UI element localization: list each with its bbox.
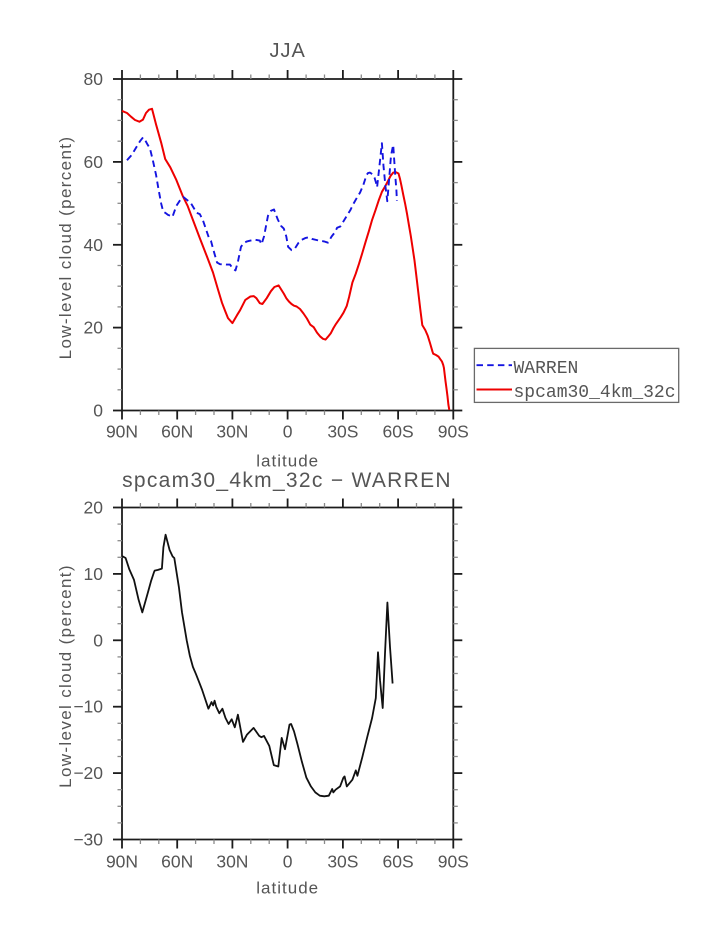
svg-text:10: 10 <box>84 564 104 584</box>
svg-text:WARREN: WARREN <box>514 359 579 379</box>
svg-text:60N: 60N <box>161 422 193 442</box>
svg-text:20: 20 <box>84 318 104 338</box>
svg-text:−10: −10 <box>73 697 103 717</box>
svg-text:−20: −20 <box>73 763 103 783</box>
svg-text:0: 0 <box>93 630 103 650</box>
svg-text:90S: 90S <box>438 852 469 872</box>
svg-text:40: 40 <box>84 235 104 255</box>
svg-text:60S: 60S <box>383 422 414 442</box>
svg-text:20: 20 <box>84 498 104 518</box>
svg-text:0: 0 <box>283 422 293 442</box>
svg-text:30S: 30S <box>327 852 358 872</box>
svg-text:90N: 90N <box>106 852 138 872</box>
svg-text:Low-level cloud (percent): Low-level cloud (percent) <box>56 136 75 360</box>
svg-text:80: 80 <box>84 69 104 89</box>
svg-text:30N: 30N <box>216 422 248 442</box>
svg-text:60: 60 <box>84 152 104 172</box>
svg-text:Low-level cloud (percent): Low-level cloud (percent) <box>56 564 75 788</box>
svg-text:spcam30_4km_32c − WARREN: spcam30_4km_32c − WARREN <box>122 469 452 492</box>
svg-text:0: 0 <box>283 852 293 872</box>
svg-text:60N: 60N <box>161 852 193 872</box>
svg-text:spcam30_4km_32c: spcam30_4km_32c <box>514 383 676 403</box>
svg-text:0: 0 <box>93 401 103 421</box>
svg-text:90S: 90S <box>438 422 469 442</box>
svg-text:latitude: latitude <box>256 452 319 471</box>
svg-text:60S: 60S <box>383 852 414 872</box>
svg-text:30S: 30S <box>327 422 358 442</box>
svg-text:JJA: JJA <box>270 40 306 62</box>
svg-text:−30: −30 <box>73 830 103 850</box>
svg-text:latitude: latitude <box>256 879 319 898</box>
svg-text:30N: 30N <box>216 852 248 872</box>
svg-text:90N: 90N <box>106 422 138 442</box>
